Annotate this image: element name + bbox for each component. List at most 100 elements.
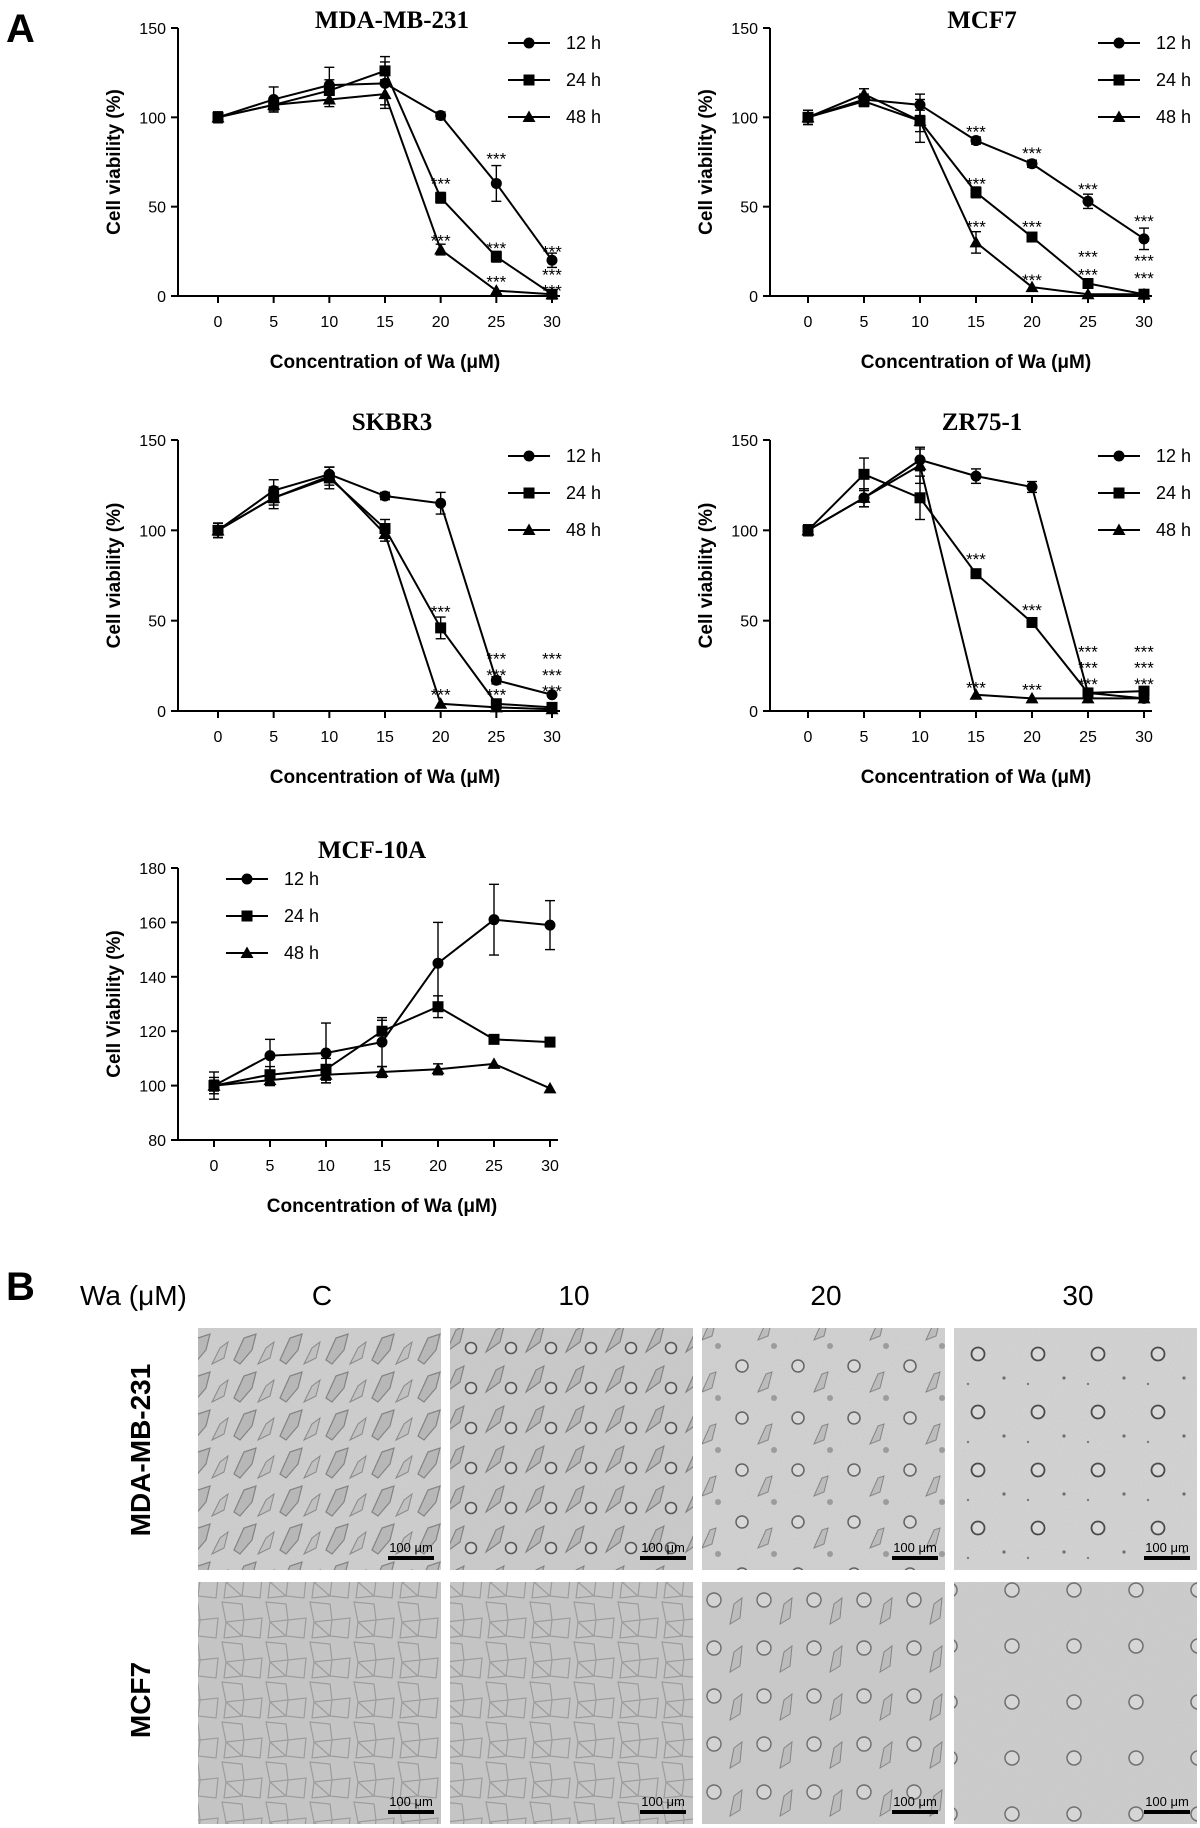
legend-entry: 48 h bbox=[226, 943, 319, 963]
y-tick-label: 80 bbox=[148, 1133, 166, 1150]
scale-bar-label: 100 μm bbox=[1145, 1540, 1189, 1555]
chart-title: SKBR3 bbox=[352, 409, 433, 436]
scale-bar-label: 100 μm bbox=[893, 1540, 937, 1555]
significance-label: *** bbox=[486, 686, 506, 705]
x-tick-label: 15 bbox=[967, 729, 985, 746]
x-tick-label: 30 bbox=[543, 314, 561, 331]
x-tick-label: 20 bbox=[432, 729, 450, 746]
data-point bbox=[432, 957, 444, 969]
significance-label: *** bbox=[542, 650, 562, 669]
data-point bbox=[375, 1065, 389, 1077]
data-point bbox=[431, 1062, 445, 1075]
chart-title: MCF-10A bbox=[318, 837, 426, 864]
legend-label: 24 h bbox=[284, 906, 319, 926]
data-point bbox=[435, 497, 447, 509]
legend-label: 48 h bbox=[1156, 520, 1191, 540]
significance-label: *** bbox=[1022, 271, 1042, 290]
micrograph-mcf7-20: 100 μm bbox=[702, 1582, 945, 1824]
data-point bbox=[490, 674, 502, 686]
legend-label: 24 h bbox=[1156, 70, 1191, 90]
significance-label: *** bbox=[542, 282, 562, 301]
legend-label: 48 h bbox=[566, 107, 601, 127]
legend-entry: 24 h bbox=[508, 70, 601, 90]
column-header-10: 10 bbox=[558, 1280, 589, 1311]
column-header-20: 20 bbox=[810, 1280, 841, 1311]
data-point bbox=[1137, 287, 1151, 300]
micrograph-mcf7-c: 100 μm bbox=[198, 1582, 441, 1824]
significance-label: *** bbox=[486, 149, 506, 168]
legend-marker bbox=[523, 487, 535, 499]
data-point bbox=[435, 110, 447, 122]
legend-entry: 48 h bbox=[1098, 107, 1191, 127]
data-point bbox=[969, 235, 983, 248]
significance-label: *** bbox=[542, 682, 562, 701]
significance-label: *** bbox=[542, 266, 562, 285]
data-point bbox=[379, 65, 391, 77]
data-point bbox=[1081, 691, 1095, 704]
x-tick-label: 5 bbox=[269, 729, 278, 746]
data-point bbox=[378, 527, 392, 539]
legend-label: 12 h bbox=[1156, 33, 1191, 53]
x-tick-label: 30 bbox=[543, 729, 561, 746]
x-tick-label: 5 bbox=[860, 314, 869, 331]
series-48h bbox=[801, 87, 1151, 300]
data-point bbox=[1138, 233, 1150, 245]
legend-marker bbox=[1113, 487, 1125, 499]
data-point bbox=[1025, 280, 1039, 293]
y-tick-label: 100 bbox=[731, 523, 758, 540]
data-point bbox=[489, 700, 503, 713]
legend-entry: 24 h bbox=[1098, 483, 1191, 503]
legend-marker bbox=[523, 74, 535, 86]
data-point bbox=[970, 568, 982, 580]
significance-label: *** bbox=[1078, 266, 1098, 285]
y-tick-label: 100 bbox=[139, 523, 166, 540]
x-tick-label: 20 bbox=[1023, 314, 1041, 331]
x-tick-label: 0 bbox=[804, 314, 813, 331]
significance-label: *** bbox=[1134, 212, 1154, 231]
micrograph-mda-mb-231-20: 100 μm bbox=[702, 1328, 945, 1570]
y-tick-label: 120 bbox=[139, 1024, 166, 1041]
data-point bbox=[546, 689, 558, 701]
y-tick-label: 0 bbox=[157, 704, 166, 721]
significance-label: *** bbox=[431, 603, 451, 622]
significance-label: *** bbox=[431, 174, 451, 193]
legend-label: 48 h bbox=[284, 943, 319, 963]
row-label-mda-mb-231: MDA-MB-231 bbox=[125, 1364, 156, 1537]
x-tick-label: 25 bbox=[1079, 314, 1097, 331]
data-point bbox=[434, 697, 448, 709]
data-point bbox=[858, 468, 870, 480]
legend-marker bbox=[1112, 110, 1126, 122]
x-axis-label: Concentration of Wa (μM) bbox=[861, 352, 1091, 373]
data-point bbox=[801, 523, 815, 536]
y-axis-label: Cell viability (%) bbox=[104, 89, 125, 235]
data-point bbox=[1025, 691, 1039, 704]
data-point bbox=[264, 1050, 276, 1062]
data-point bbox=[914, 492, 926, 504]
significance-label: *** bbox=[486, 666, 506, 685]
legend-marker bbox=[523, 450, 535, 462]
legend-marker bbox=[1113, 450, 1125, 462]
data-point bbox=[322, 469, 336, 482]
legend-marker bbox=[241, 910, 253, 922]
data-point bbox=[546, 254, 558, 266]
data-point bbox=[801, 110, 815, 123]
data-point bbox=[857, 87, 871, 100]
data-point bbox=[322, 92, 336, 105]
data-point bbox=[545, 287, 559, 300]
y-tick-label: 150 bbox=[731, 21, 758, 38]
x-tick-label: 10 bbox=[911, 729, 929, 746]
micrograph-mda-mb-231-c: 100 μm bbox=[198, 1328, 441, 1570]
significance-label: *** bbox=[1134, 269, 1154, 288]
legend-entry: 48 h bbox=[508, 107, 601, 127]
significance-label: *** bbox=[431, 686, 451, 705]
significance-label: *** bbox=[966, 550, 986, 569]
data-point bbox=[211, 523, 225, 536]
legend-marker bbox=[522, 110, 536, 122]
data-point bbox=[1082, 277, 1094, 289]
data-point bbox=[858, 95, 870, 107]
legend-entry: 48 h bbox=[1098, 520, 1191, 540]
data-point bbox=[211, 110, 225, 123]
data-point bbox=[434, 243, 448, 255]
series-48h bbox=[211, 79, 559, 300]
